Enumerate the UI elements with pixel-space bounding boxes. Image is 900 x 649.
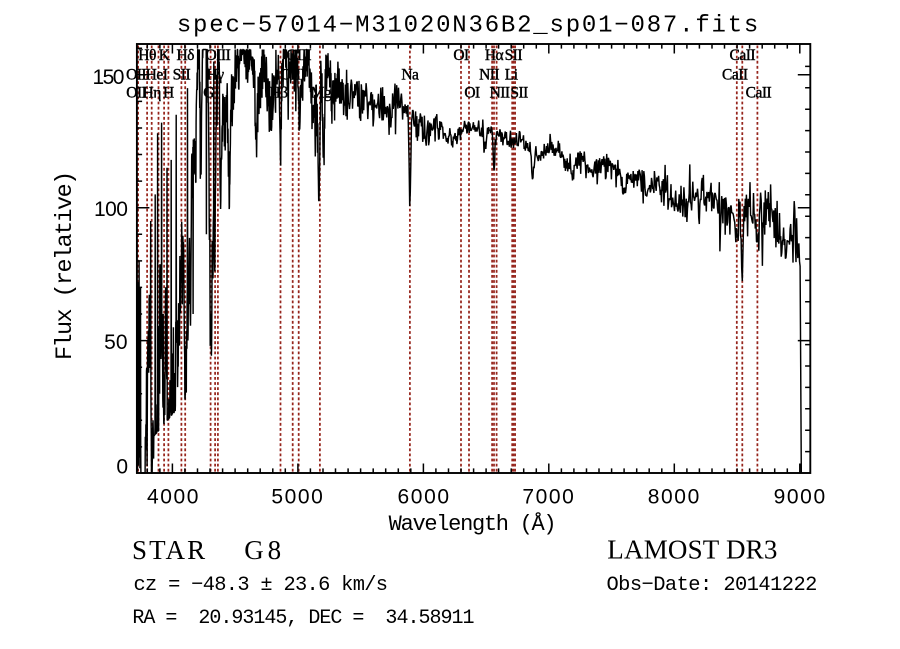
svg-text:CaII: CaII bbox=[746, 85, 772, 102]
svg-text:Hγ: Hγ bbox=[207, 67, 225, 84]
svg-text:Flux (relative): Flux (relative) bbox=[52, 172, 79, 360]
svg-text:NII: NII bbox=[479, 67, 499, 84]
svg-text:4000: 4000 bbox=[147, 486, 200, 509]
svg-text:CaII: CaII bbox=[722, 67, 748, 84]
svg-text:OI: OI bbox=[464, 85, 480, 102]
svg-text:STAR: STAR bbox=[132, 535, 207, 565]
svg-text:6000: 6000 bbox=[398, 486, 451, 509]
svg-text:0: 0 bbox=[116, 456, 128, 479]
svg-text:Hδ: Hδ bbox=[176, 47, 194, 64]
svg-text:OII: OII bbox=[126, 67, 146, 84]
svg-text:G8: G8 bbox=[244, 535, 285, 565]
svg-text:Hθ: Hθ bbox=[138, 47, 156, 64]
svg-text:LAMOST DR3: LAMOST DR3 bbox=[607, 535, 777, 565]
svg-text:CaII: CaII bbox=[730, 47, 756, 64]
svg-text:9000: 9000 bbox=[774, 486, 827, 509]
svg-text:H: H bbox=[163, 85, 174, 102]
svg-text:NII: NII bbox=[490, 85, 510, 102]
svg-text:100: 100 bbox=[94, 198, 128, 221]
svg-text:150: 150 bbox=[92, 66, 123, 89]
svg-text:OII: OII bbox=[126, 85, 146, 102]
svg-text:Na: Na bbox=[401, 67, 419, 84]
svg-text:SII: SII bbox=[173, 67, 191, 84]
svg-text:Wavelength (Å): Wavelength (Å) bbox=[389, 511, 556, 537]
svg-text:SII: SII bbox=[505, 47, 523, 64]
svg-text:K: K bbox=[159, 47, 171, 64]
svg-text:spec−57014−M31020N36B2_sp01−08: spec−57014−M31020N36B2_sp01−087.fits bbox=[177, 13, 760, 40]
svg-text:OIII: OIII bbox=[286, 47, 311, 64]
svg-text:Hβ: Hβ bbox=[269, 85, 288, 102]
svg-text:G: G bbox=[203, 85, 214, 102]
svg-text:OI: OI bbox=[453, 47, 469, 64]
svg-text:8000: 8000 bbox=[648, 486, 701, 509]
svg-text:Obs−Date: 20141222: Obs−Date: 20141222 bbox=[607, 574, 817, 597]
svg-text:RA = 20.93145, DEC = 34.5891: RA = 20.93145, DEC = 34.58911 bbox=[132, 607, 474, 630]
svg-text:Mg: Mg bbox=[311, 85, 332, 102]
svg-text:SII: SII bbox=[510, 85, 528, 102]
svg-text:OIII: OIII bbox=[206, 47, 231, 64]
svg-text:Li: Li bbox=[505, 67, 519, 84]
svg-text:5000: 5000 bbox=[271, 486, 324, 509]
svg-text:Hα: Hα bbox=[485, 47, 504, 64]
svg-text:cz = −48.3 ± 23.6 km/s: cz = −48.3 ± 23.6 km/s bbox=[134, 574, 388, 597]
svg-text:50: 50 bbox=[104, 331, 127, 354]
svg-text:OIII: OIII bbox=[280, 67, 305, 84]
svg-text:HeI: HeI bbox=[146, 67, 168, 84]
svg-text:7000: 7000 bbox=[522, 486, 575, 509]
svg-text:Hη: Hη bbox=[143, 85, 162, 102]
